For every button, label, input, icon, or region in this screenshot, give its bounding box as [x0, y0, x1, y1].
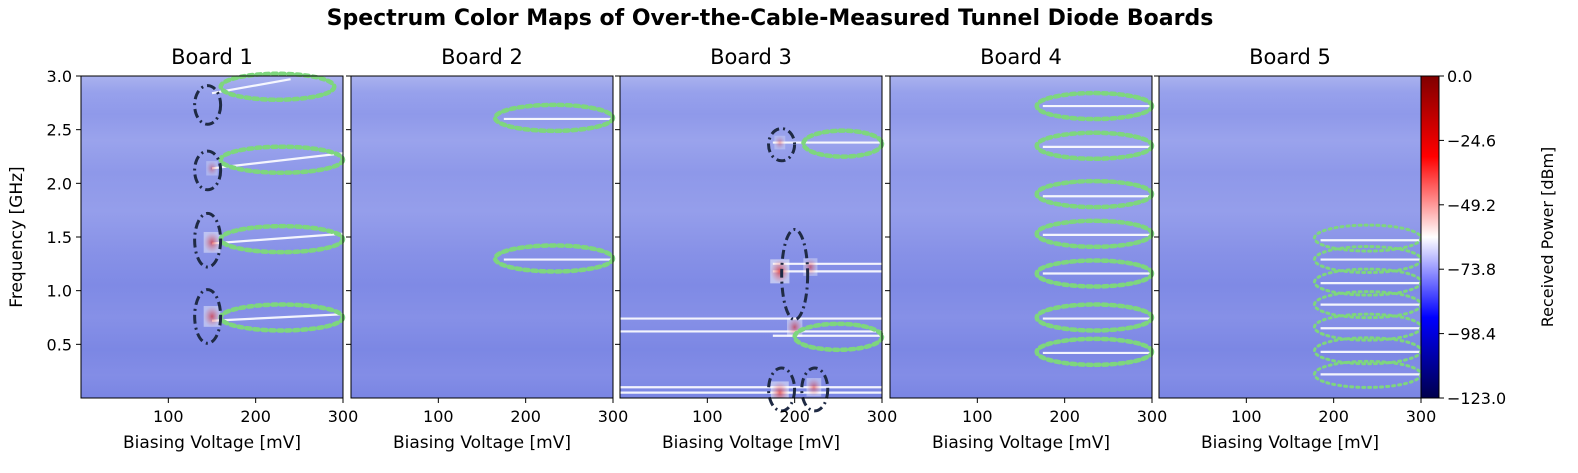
- colorbar-scale: [1420, 75, 1440, 399]
- oscillation-trace: [211, 313, 343, 322]
- panel-title: Board 4: [980, 45, 1062, 69]
- y-tick-label: 1.5: [47, 228, 72, 247]
- x-tick-label: 300: [1406, 407, 1437, 426]
- panel-title: Board 2: [441, 45, 523, 69]
- colorbar-tick-label: −98.4: [1447, 325, 1496, 344]
- hot-spot: [770, 259, 790, 284]
- heatmap-content: [620, 135, 882, 398]
- x-tick-label: 200: [1049, 407, 1080, 426]
- x-tick-label: 300: [328, 407, 359, 426]
- hot-spot: [774, 135, 786, 150]
- panel-board-5: Board 5 100 200 300 Biasing Voltage [mV]: [1154, 45, 1436, 453]
- heatmap-content: [1320, 239, 1421, 376]
- x-axis-label: Biasing Voltage [mV]: [662, 433, 840, 453]
- x-tick-label: 100: [423, 407, 454, 426]
- x-tick-label: 300: [598, 407, 629, 426]
- hot-spot: [770, 381, 789, 398]
- panel-board-2: Board 2 100 200 300 Biasing Voltage [mV]: [346, 45, 628, 453]
- hot-spot: [203, 231, 221, 253]
- spur-marker-ellipse: [193, 211, 223, 269]
- x-axis-label: Biasing Voltage [mV]: [393, 433, 571, 453]
- oscillation-marker-ellipse: [218, 71, 337, 102]
- x-tick-label: 200: [779, 407, 810, 426]
- colorbar-tick-label: −73.8: [1447, 260, 1496, 279]
- x-tick-label: 100: [153, 407, 184, 426]
- colorbar-tick-label: −24.6: [1447, 131, 1496, 150]
- heatmap-content: [1042, 104, 1152, 355]
- panel-title: Board 3: [710, 45, 792, 69]
- hot-spot: [203, 306, 221, 327]
- heatmap-background: [351, 76, 613, 398]
- colorbar: 0.0 −24.6 −49.2 −73.8 −98.4 −123.0 Received Po…: [1420, 67, 1557, 408]
- colorbar-tick-label: 0.0: [1447, 67, 1472, 86]
- spur-marker-ellipse: [800, 366, 830, 413]
- hot-spot: [803, 258, 818, 276]
- y-tick-label: 3.0: [47, 67, 72, 86]
- spur-marker-ellipse: [767, 366, 797, 413]
- panel-board-3: Board 3 100 200 300 Biasing Voltage [mV]: [615, 45, 897, 453]
- x-tick-label: 200: [1318, 407, 1349, 426]
- spur-marker-ellipse: [767, 127, 797, 163]
- heatmap-content: [503, 117, 613, 261]
- y-tick-label: 2.0: [47, 174, 72, 193]
- x-tick-label: 200: [240, 407, 271, 426]
- x-axis-label: Biasing Voltage [mV]: [932, 433, 1110, 453]
- hot-spot: [206, 161, 218, 176]
- y-axis-label: Frequency [GHz]: [7, 166, 27, 307]
- x-tick-label: 100: [692, 407, 723, 426]
- panel-board-1: Board 1 100 200 300 Biasing Voltage [mV] 0.5 1…: [47, 45, 359, 453]
- y-tick-label: 0.5: [47, 335, 72, 354]
- panel-board-4: Board 4 100 200 300 Biasing Voltage [mV]: [885, 45, 1167, 453]
- spur-marker-ellipse: [193, 149, 223, 192]
- x-tick-label: 200: [510, 407, 541, 426]
- panels: Board 1 100 200 300 Biasing Voltage [mV] 0.5 1…: [47, 45, 1437, 453]
- spur-marker-ellipse: [780, 227, 810, 322]
- x-axis-label: Biasing Voltage [mV]: [123, 433, 301, 453]
- heatmap-background: [1159, 76, 1421, 398]
- heatmap-background: [890, 76, 1152, 398]
- hot-spot: [806, 378, 822, 397]
- panel-title: Board 1: [171, 45, 253, 69]
- panel-title: Board 5: [1249, 45, 1331, 69]
- x-tick-label: 100: [962, 407, 993, 426]
- colorbar-tick-label: −49.2: [1447, 196, 1496, 215]
- x-tick-label: 100: [1231, 407, 1262, 426]
- spur-marker-ellipse: [193, 288, 223, 345]
- figure-title: Spectrum Color Maps of Over-the-Cable-Me…: [327, 6, 1214, 31]
- y-tick-label: 2.5: [47, 121, 72, 140]
- spur-marker-ellipse: [193, 84, 223, 126]
- x-axis-label: Biasing Voltage [mV]: [1201, 433, 1379, 453]
- colorbar-tick-label: −123.0: [1447, 389, 1506, 408]
- colorbar-label: Received Power [dBm]: [1538, 147, 1557, 328]
- x-tick-label: 300: [1137, 407, 1168, 426]
- x-tick-label: 300: [867, 407, 898, 426]
- oscillation-trace: [211, 232, 343, 245]
- y-tick-label: 1.0: [47, 282, 72, 301]
